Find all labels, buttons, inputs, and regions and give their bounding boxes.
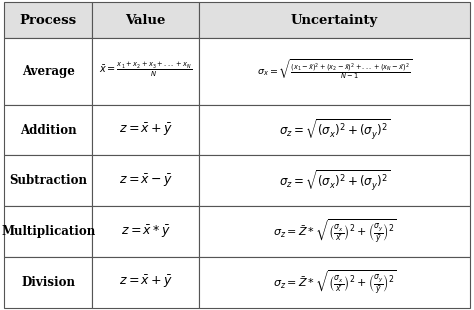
Text: Average: Average — [22, 65, 74, 78]
Bar — [199, 155, 470, 206]
Bar — [4, 2, 92, 38]
Bar — [92, 257, 199, 308]
Text: Multiplication: Multiplication — [1, 225, 95, 238]
Text: Uncertainty: Uncertainty — [291, 14, 378, 27]
Bar — [199, 257, 470, 308]
Bar — [4, 257, 92, 308]
Bar — [92, 38, 199, 105]
Bar — [4, 38, 92, 105]
Text: $\sigma_z = \sqrt{(\sigma_x)^2+(\sigma_y)^2}$: $\sigma_z = \sqrt{(\sigma_x)^2+(\sigma_y… — [279, 118, 390, 142]
Bar — [199, 2, 470, 38]
Text: Value: Value — [126, 14, 166, 27]
Text: $\sigma_x = \sqrt{\frac{(x_1-\bar{x})^2+(x_2-\bar{x})^2+...+(x_N-\bar{x})^2}{N-1: $\sigma_x = \sqrt{\frac{(x_1-\bar{x})^2+… — [257, 57, 412, 81]
Text: Addition: Addition — [20, 124, 76, 137]
Text: $z = \bar{x} + \bar{y}$: $z = \bar{x} + \bar{y}$ — [118, 122, 173, 138]
Bar — [92, 2, 199, 38]
Text: Process: Process — [19, 14, 77, 27]
Text: $z = \bar{x} - \bar{y}$: $z = \bar{x} - \bar{y}$ — [118, 173, 173, 189]
Text: $\sigma_z = \bar{Z} * \sqrt{\left(\frac{\sigma_x}{\bar{x}}\right)^2+\left(\frac{: $\sigma_z = \bar{Z} * \sqrt{\left(\frac{… — [273, 218, 397, 246]
Bar — [4, 206, 92, 257]
Text: Division: Division — [21, 276, 75, 289]
Text: Subtraction: Subtraction — [9, 174, 87, 187]
Text: $z = \bar{x} + \bar{y}$: $z = \bar{x} + \bar{y}$ — [118, 274, 173, 290]
Text: $\sigma_z = \sqrt{(\sigma_x)^2+(\sigma_y)^2}$: $\sigma_z = \sqrt{(\sigma_x)^2+(\sigma_y… — [279, 169, 390, 193]
Text: $z = \bar{x} * \bar{y}$: $z = \bar{x} * \bar{y}$ — [121, 223, 171, 240]
Bar — [199, 105, 470, 155]
Bar — [92, 105, 199, 155]
Bar — [92, 155, 199, 206]
Text: $\bar{x} = \frac{x_1 + x_2 + x_3 + ... + x_N}{N}$: $\bar{x} = \frac{x_1 + x_2 + x_3 + ... +… — [99, 60, 192, 79]
Bar — [199, 38, 470, 105]
Bar — [92, 206, 199, 257]
Bar — [4, 155, 92, 206]
Bar — [199, 206, 470, 257]
Text: $\sigma_z = \bar{Z} * \sqrt{\left(\frac{\sigma_x}{\bar{x}}\right)^2+\left(\frac{: $\sigma_z = \bar{Z} * \sqrt{\left(\frac{… — [273, 268, 397, 296]
Bar — [4, 105, 92, 155]
